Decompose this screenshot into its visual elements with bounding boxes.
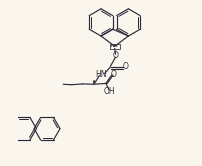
Text: O: O <box>111 70 117 79</box>
Text: O: O <box>123 62 128 71</box>
Text: OH: OH <box>103 87 115 96</box>
FancyBboxPatch shape <box>110 44 120 49</box>
Text: Foc: Foc <box>111 44 119 48</box>
Text: O: O <box>113 51 118 60</box>
Text: HN: HN <box>96 70 107 79</box>
